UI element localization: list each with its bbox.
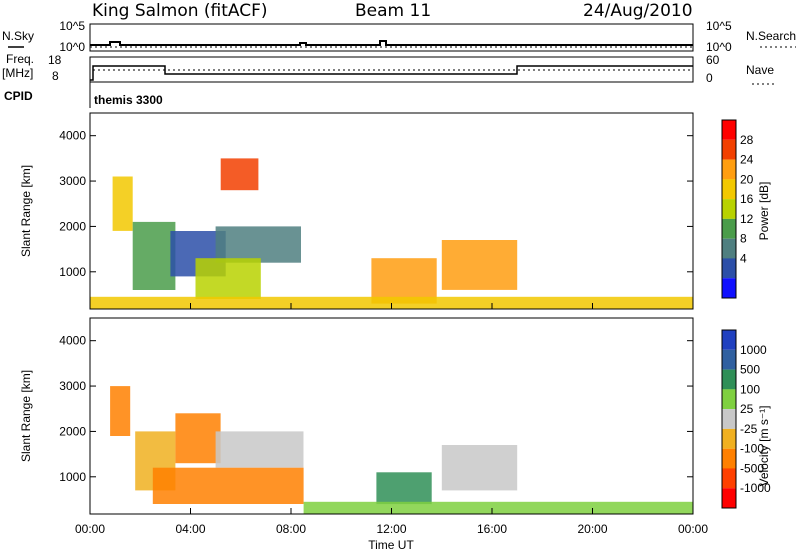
power-data-cell [195,258,261,299]
velocity-colorbar-level: -100 [740,442,764,456]
power-data-cell [90,296,693,310]
time-axis: 00:00 04:00 08:00 12:00 16:00 20:00 00:00 [75,522,708,536]
power-colorbar-level: 20 [740,172,754,186]
nsearch-tick-bottom: 10^0 [706,40,732,54]
power-colorbar-level: 28 [740,133,754,147]
power-colorbar-swatch [722,278,736,298]
time-tick-label: 08:00 [276,522,306,536]
velocity-data-cell [303,501,693,515]
power-colorbar-level: 24 [740,153,754,167]
power-colorbar-level: 4 [740,251,747,265]
time-tick-label: 16:00 [477,522,507,536]
power-colorbar-swatch [722,120,736,140]
nave-label: Nave [746,63,774,77]
velocity-colorbar-level: 100 [740,382,760,396]
power-data-cell [441,240,518,290]
station-title: King Salmon (fitACF) [92,1,268,21]
nsky-tick-top: 10^5 [59,19,85,33]
velocity-data-cell [175,413,221,464]
velocity-colorbar-level: -25 [740,422,758,436]
power-data-cell [132,221,176,290]
time-tick-label: 04:00 [175,522,205,536]
velocity-colorbar-level: 25 [740,402,754,416]
velocity-colorbar-swatch [722,428,736,449]
velocity-colorbar-swatch [722,409,736,429]
velocity-data-cell [152,467,304,504]
freq-panel: Freq. [MHz] 18 8 60 0 Nave [2,52,776,85]
freq-trace [90,65,693,81]
nsky-frame [89,23,694,52]
power-ylabel: Slant Range [km] [19,165,33,257]
power-colorbar-swatch [722,139,736,160]
cpid-row: CPID themis 3300 [4,82,163,108]
power-data-cell [215,226,301,263]
velocity-data-cell [376,472,432,505]
power-colorbar-level: 12 [740,212,754,226]
nsky-panel: N.Sky 10^5 10^0 10^5 10^0 N.Search [2,19,796,54]
velocity-ytick-label: 4000 [59,334,86,348]
freq-unit: [MHz] [2,66,33,80]
velocity-colorbar-swatch [722,468,736,489]
nsearch-label: N.Search [746,29,796,43]
velocity-ytick-label: 3000 [59,379,86,393]
nsky-trace [90,40,693,46]
freq-tick-top: 18 [48,53,62,67]
freq-label: Freq. [6,52,34,66]
power-ytick-label: 4000 [59,129,86,143]
cpid-name: themis 3300 [94,93,163,107]
freq-frame [89,56,694,83]
power-ytick-label: 3000 [59,174,86,188]
velocity-ylabel: Slant Range [km] [19,370,33,462]
velocity-colorbar-level: 1000 [740,343,767,357]
velocity-panel: 1000 2000 3000 4000 Slant Range [km] 1000 50… [19,317,771,515]
power-colorbar-swatch [722,218,736,239]
velocity-colorbar-swatch [722,369,736,390]
velocity-data-cell [110,386,131,436]
power-panel: 1000 2000 3000 4000 Slant Range [km] 28 24 20… [19,112,771,310]
time-axis-label: Time UT [368,538,414,552]
time-tick-label: 12:00 [376,522,406,536]
power-colorbar-frame [721,119,737,299]
power-ytick-label: 1000 [59,265,86,279]
cpid-label: CPID [4,89,33,103]
velocity-colorbar-swatch [722,448,736,469]
velocity-colorbar-level: -1000 [740,481,771,495]
date-title: 24/Aug/2010 [583,1,693,21]
power-data-cell [371,258,437,304]
power-colorbar-level: 8 [740,232,747,246]
power-colorbar-label: Power [dB] [757,182,771,241]
power-colorbar-swatch [722,199,736,219]
nsky-tick-bottom: 10^0 [59,40,85,54]
power-colorbar-swatch [722,179,736,200]
time-tick-label: 00:00 [678,522,708,536]
velocity-colorbar-label: Velocity [m s⁻¹] [757,405,771,486]
velocity-data-cell [441,445,518,491]
power-colorbar-swatch [722,258,736,279]
velocity-colorbar-swatch [722,349,736,370]
freq-tick-bottom: 8 [52,69,59,83]
velocity-colorbar-frame [721,329,737,509]
power-ytick-label: 2000 [59,219,86,233]
velocity-colorbar-level: 500 [740,363,760,377]
time-tick-label: 20:00 [577,522,607,536]
velocity-colorbar-level: -500 [740,461,764,475]
velocity-colorbar-swatch [722,488,736,508]
nsky-label: N.Sky [2,29,34,43]
power-data-cell [220,158,259,191]
power-colorbar-swatch [722,159,736,180]
power-colorbar-swatch [722,238,736,259]
beam-title: Beam 11 [355,1,431,21]
velocity-ytick-label: 2000 [59,424,86,438]
nave-tick-bottom: 0 [706,71,713,85]
power-colorbar-level: 16 [740,192,754,206]
velocity-ytick-label: 1000 [59,470,86,484]
velocity-data-cell [215,431,304,468]
nsearch-tick-top: 10^5 [706,19,732,33]
nave-tick-top: 60 [706,53,720,67]
power-data-cell [112,176,133,231]
velocity-colorbar-swatch [722,330,736,350]
time-tick-label: 00:00 [75,522,105,536]
velocity-colorbar-swatch [722,389,736,410]
